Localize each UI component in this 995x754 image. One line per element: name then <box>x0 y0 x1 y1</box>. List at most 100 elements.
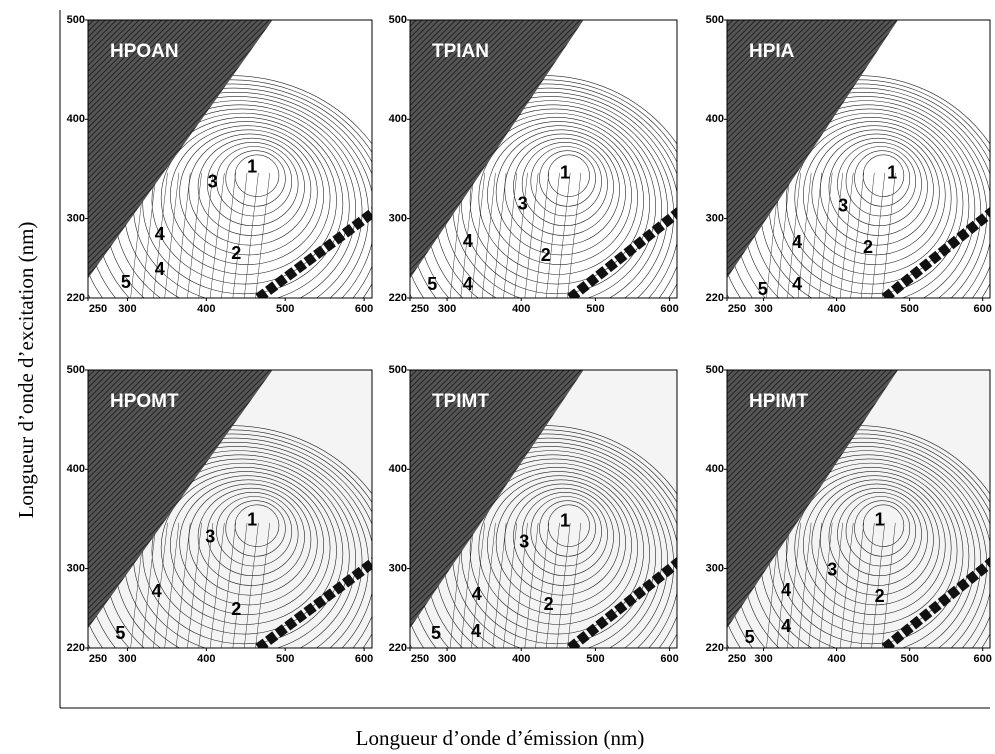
contour-line <box>160 121 331 275</box>
x-tick-label: 500 <box>900 303 918 315</box>
peak-label: 1 <box>560 511 570 531</box>
contour-line <box>164 172 180 298</box>
contour-line <box>255 522 271 648</box>
contour-line <box>170 475 325 615</box>
y-tick-label: 300 <box>67 212 85 224</box>
x-tick-label: 300 <box>118 303 136 315</box>
peak-label: 3 <box>827 559 837 579</box>
contour-line <box>787 522 801 648</box>
plot-area <box>727 20 990 298</box>
contour-line <box>188 483 312 596</box>
contour-line <box>88 437 372 648</box>
peak-label: 1 <box>560 163 570 183</box>
peak-label: 4 <box>463 231 473 251</box>
contour-line <box>794 471 952 625</box>
y-tick-label: 300 <box>706 212 724 224</box>
panel-title: HPOMT <box>110 391 179 412</box>
peak-label: 2 <box>541 245 551 265</box>
panel: TPIAN 250 300 400 500 600 220 300 400 500 1 3 4 2 5 4 <box>389 14 679 315</box>
contour-line <box>539 500 596 557</box>
contour-line <box>524 172 539 298</box>
contour-line <box>461 112 650 295</box>
contour-line <box>88 83 372 298</box>
contour-line <box>487 475 632 615</box>
peak-label: 4 <box>155 224 165 244</box>
contour-line <box>160 471 331 625</box>
contour-line <box>234 154 280 197</box>
panel: TPIMT 250 300 400 500 600 220 300 400 500 1 3 4 2 5 4 <box>389 364 679 665</box>
contour-line <box>142 462 344 645</box>
contour-line <box>88 433 372 648</box>
contour-line <box>862 504 905 547</box>
contour-line <box>503 522 518 648</box>
x-tick-label: 600 <box>660 303 678 315</box>
peak-label: 5 <box>427 274 437 294</box>
contour-line <box>209 522 225 648</box>
y-tick-label: 220 <box>706 642 724 654</box>
contour-line <box>187 172 202 298</box>
contour-line <box>460 172 475 298</box>
peak-label: 2 <box>544 594 554 614</box>
contour-line <box>524 522 539 648</box>
y-axis-label: Longueur d’onde d’excitation (nm) <box>14 222 38 519</box>
y-tick-label: 300 <box>706 562 724 574</box>
contour-line <box>545 522 560 648</box>
y-tick-label: 400 <box>67 113 85 125</box>
contour-line <box>153 522 168 648</box>
peak-label: 4 <box>792 232 802 252</box>
panel: HPOAN 250 300 400 500 600 220 300 400 500 1 3 4 4 2 5 <box>67 14 374 315</box>
peak-label: 3 <box>838 195 848 215</box>
contour-line <box>179 479 318 606</box>
contour-line <box>232 172 248 298</box>
scatter-band <box>255 557 372 648</box>
peak-label: 3 <box>519 532 529 552</box>
y-tick-label: 220 <box>389 642 407 654</box>
contour-line <box>206 492 299 577</box>
contour-line <box>170 125 325 265</box>
contour-line <box>845 146 917 217</box>
panel-title: HPIA <box>749 41 795 62</box>
peak-label: 5 <box>431 623 441 643</box>
contour-line <box>820 133 934 246</box>
contour-line <box>845 496 917 567</box>
plot-frame <box>87 19 373 299</box>
contour-line <box>850 172 865 298</box>
contour-line <box>141 172 157 298</box>
contour-line <box>410 437 677 648</box>
peak-label: 2 <box>875 586 885 606</box>
plot-area <box>88 370 372 648</box>
scatter-band <box>255 207 372 298</box>
contour-line <box>530 496 602 567</box>
contour-line <box>539 150 596 207</box>
peak-label: 5 <box>758 279 768 299</box>
peak-label: 3 <box>208 172 218 192</box>
contour-line <box>469 116 644 285</box>
x-tick-label: 600 <box>355 653 373 665</box>
contour-line <box>850 522 865 648</box>
peak-label: 5 <box>745 627 755 647</box>
peak-label: 3 <box>518 193 528 213</box>
peak-label: 1 <box>875 510 885 530</box>
y-tick-label: 500 <box>389 14 407 26</box>
contour-line <box>410 83 677 298</box>
contour-line <box>727 87 990 298</box>
x-tick-label: 400 <box>512 303 530 315</box>
plot-area <box>727 370 990 648</box>
contour-line <box>567 522 582 648</box>
contour-line <box>153 172 168 298</box>
contour-line <box>547 154 590 197</box>
contour-line <box>521 492 608 577</box>
contour-line <box>776 522 791 648</box>
x-tick-label: 500 <box>276 653 294 665</box>
y-tick-label: 500 <box>67 14 85 26</box>
contour-line <box>221 522 236 648</box>
peak-label: 1 <box>247 510 257 530</box>
contour-line <box>556 522 571 648</box>
x-tick-label: 400 <box>197 303 215 315</box>
contour-line <box>151 116 337 285</box>
contour-line <box>187 522 202 648</box>
contour-line <box>504 483 620 596</box>
contour-line <box>481 172 496 298</box>
contour-line <box>410 433 677 648</box>
contour-line <box>727 433 990 648</box>
